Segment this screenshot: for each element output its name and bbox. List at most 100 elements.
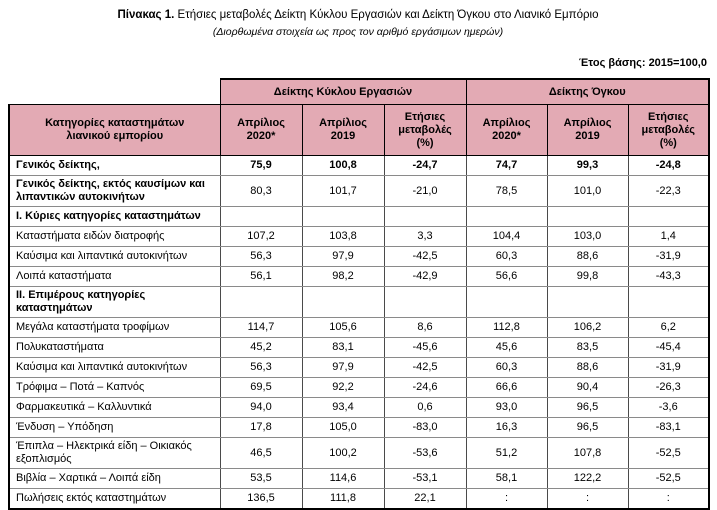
cell-value: 98,2 bbox=[301, 266, 385, 287]
cell-value: : bbox=[546, 488, 629, 510]
col-header-turnover-apr-2019: Απρίλιος 2019 bbox=[301, 104, 385, 156]
cell-value: 51,2 bbox=[465, 437, 548, 469]
col-header-line: Ετήσιες bbox=[648, 110, 689, 123]
cell-value: 56,6 bbox=[465, 266, 548, 287]
col-header-line: (%) bbox=[659, 136, 677, 149]
row-label: Πολυκαταστήματα bbox=[8, 337, 221, 358]
row-label: Έπιπλα – Ηλεκτρικά είδη – Οικιακός εξοπλ… bbox=[8, 437, 221, 469]
group-header-volume-index: Δείκτης Όγκου bbox=[465, 78, 710, 105]
cell-value: 56,3 bbox=[219, 246, 303, 267]
row-label: Καύσιμα και λιπαντικά αυτοκινήτων bbox=[8, 357, 221, 378]
cell-value: -42,5 bbox=[383, 357, 467, 378]
cell-value: 107,2 bbox=[219, 226, 303, 247]
cell-value: 99,8 bbox=[546, 266, 629, 287]
statistics-table: Δείκτης Κύκλου Εργασιών Δείκτης Όγκου Κα… bbox=[8, 78, 710, 510]
cell-value bbox=[301, 286, 385, 318]
row-label: Τρόφιμα – Ποτά – Καπνός bbox=[8, 377, 221, 398]
col-header-line: 2019 bbox=[575, 130, 600, 142]
cell-value: 112,8 bbox=[465, 317, 548, 338]
row-label: Γενικός δείκτης, εκτός καυσίμων και λιπα… bbox=[8, 175, 221, 207]
table-row: Γενικός δείκτης, 75,9 100,8 -24,7 74,7 99,3 -2… bbox=[8, 155, 710, 176]
cell-value: 8,6 bbox=[383, 317, 467, 338]
cell-value: 56,1 bbox=[219, 266, 303, 287]
col-header-line: 2020* bbox=[246, 130, 276, 142]
col-header-line: 2020* bbox=[492, 130, 521, 142]
table-body: Γενικός δείκτης, 75,9 100,8 -24,7 74,7 99,3 -2… bbox=[8, 155, 710, 510]
table-caption: Πίνακας 1. Ετήσιες μεταβολές Δείκτη Κύκλ… bbox=[8, 8, 708, 22]
cell-value: 136,5 bbox=[219, 488, 303, 510]
cell-value: 104,4 bbox=[465, 226, 548, 247]
cell-value: 78,5 bbox=[465, 175, 548, 207]
cell-value: -83,1 bbox=[627, 417, 710, 438]
cell-value bbox=[627, 286, 710, 318]
cell-value: 93,0 bbox=[465, 397, 548, 418]
table-row: Καύσιμα και λιπαντικά αυτοκινήτων 56,3 97,… bbox=[8, 357, 710, 378]
cell-value: 103,8 bbox=[301, 226, 385, 247]
corner-blank-cell bbox=[9, 79, 221, 105]
cell-value: 114,6 bbox=[301, 468, 385, 489]
table-row: Φαρμακευτικά – Καλλυντικά 94,0 93,4 0,6 93,0… bbox=[8, 397, 710, 418]
cell-value: -22,3 bbox=[627, 175, 710, 207]
cell-value bbox=[546, 206, 629, 227]
cell-value: 97,9 bbox=[301, 246, 385, 267]
cell-value: -3,6 bbox=[627, 397, 710, 418]
col-header-turnover-apr-2020: Απρίλιος 2020* bbox=[219, 104, 303, 156]
cell-value: : bbox=[627, 488, 710, 510]
cell-value: 97,9 bbox=[301, 357, 385, 378]
col-header-turnover-annual-change: Ετήσιες μεταβολές (%) bbox=[383, 104, 467, 156]
cell-value: -53,1 bbox=[383, 468, 467, 489]
col-header-volume-annual-change: Ετήσιες μεταβολές (%) bbox=[627, 104, 710, 156]
table-row: Λοιπά καταστήματα 56,1 98,2 -42,9 56,6 99,8 -4… bbox=[8, 266, 710, 287]
cell-value bbox=[546, 286, 629, 318]
cell-value: 96,5 bbox=[546, 397, 629, 418]
cell-value: 56,3 bbox=[219, 357, 303, 378]
cell-value: 101,0 bbox=[546, 175, 629, 207]
cell-value: 96,5 bbox=[546, 417, 629, 438]
row-label: Καταστήματα ειδών διατροφής bbox=[8, 226, 221, 247]
cell-value: 100,8 bbox=[301, 155, 385, 176]
cell-value: 69,5 bbox=[219, 377, 303, 398]
cell-value: -45,4 bbox=[627, 337, 710, 358]
cell-value: -26,3 bbox=[627, 377, 710, 398]
cell-value: 46,5 bbox=[219, 437, 303, 469]
table-row: Καταστήματα ειδών διατροφής 107,2 103,8 3,3… bbox=[8, 226, 710, 247]
caption-table-number: Πίνακας 1. bbox=[117, 9, 175, 21]
cell-value: 83,1 bbox=[301, 337, 385, 358]
cell-value: 107,8 bbox=[546, 437, 629, 469]
col-header-line: (%) bbox=[416, 136, 434, 149]
cell-value: 45,2 bbox=[219, 337, 303, 358]
page: Πίνακας 1. Ετήσιες μεταβολές Δείκτη Κύκλ… bbox=[8, 0, 710, 510]
cell-value: -52,5 bbox=[627, 437, 710, 469]
cell-value: 58,1 bbox=[465, 468, 548, 489]
caption-title: Ετήσιες μεταβολές Δείκτη Κύκλου Εργασιών… bbox=[174, 9, 599, 21]
cell-value: -52,5 bbox=[627, 468, 710, 489]
cell-value bbox=[627, 206, 710, 227]
cell-value: -24,7 bbox=[383, 155, 467, 176]
cell-value: 75,9 bbox=[219, 155, 303, 176]
section-row: Ι. Κύριες κατηγορίες καταστημάτων bbox=[8, 206, 710, 227]
cell-value: 88,6 bbox=[546, 246, 629, 267]
header-row-groups: Δείκτης Κύκλου Εργασιών Δείκτης Όγκου bbox=[9, 78, 710, 105]
table-row: Τρόφιμα – Ποτά – Καπνός 69,5 92,2 -24,6 66,6… bbox=[8, 377, 710, 398]
cell-value: -83,0 bbox=[383, 417, 467, 438]
cell-value: 114,7 bbox=[219, 317, 303, 338]
cell-value: : bbox=[465, 488, 548, 510]
cell-value bbox=[383, 286, 467, 318]
col-header-volume-apr-2020: Απρίλιος 2020* bbox=[465, 104, 548, 156]
cell-value: 60,3 bbox=[465, 246, 548, 267]
cell-value: 105,0 bbox=[301, 417, 385, 438]
cell-value: 122,2 bbox=[546, 468, 629, 489]
cell-value: 53,5 bbox=[219, 468, 303, 489]
row-label: Λοιπά καταστήματα bbox=[8, 266, 221, 287]
cell-value: -42,5 bbox=[383, 246, 467, 267]
row-label: Μεγάλα καταστήματα τροφίμων bbox=[8, 317, 221, 338]
cell-value: 83,5 bbox=[546, 337, 629, 358]
cell-value: 90,4 bbox=[546, 377, 629, 398]
row-label: Ένδυση – Υπόδηση bbox=[8, 417, 221, 438]
header-row-columns: Κατηγορίες καταστημάτων λιανικού εμπορίο… bbox=[8, 104, 710, 156]
cell-value bbox=[219, 286, 303, 318]
table-row: Πολυκαταστήματα 45,2 83,1 -45,6 45,6 83,5 -45,… bbox=[8, 337, 710, 358]
section-row: ΙΙ. Επιμέρους κατηγορίες καταστημάτων bbox=[8, 286, 710, 318]
col-header-line: Απρίλιος bbox=[482, 117, 531, 129]
table-row: Ένδυση – Υπόδηση 17,8 105,0 -83,0 16,3 96,5 -8… bbox=[8, 417, 710, 438]
